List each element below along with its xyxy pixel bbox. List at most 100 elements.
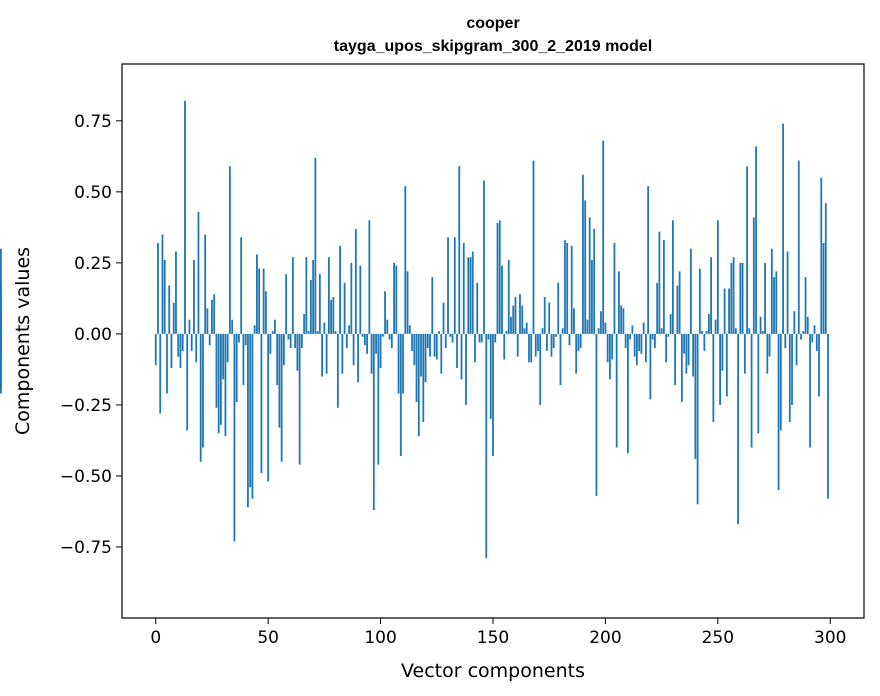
bar-263 [746,166,748,334]
bar-49 [265,291,267,334]
bar-87 [350,262,353,334]
bar-229 [669,314,672,334]
bar-82 [339,245,341,334]
bar-175 [548,302,551,334]
bar-63 [296,333,299,371]
bar-41 [247,333,249,508]
bar-149 [489,333,492,420]
bar-212 [631,325,634,334]
bar-24 [208,333,211,346]
bar-73 [318,274,321,334]
bar-185 [570,245,573,334]
y-tick-label: −0.25 [60,396,112,416]
bar-151 [494,333,497,343]
bar-227 [665,333,668,363]
bar-258 [734,328,737,334]
bar-36 [235,333,238,403]
y-tick-label: −0.50 [60,467,112,487]
bar-93 [363,333,366,346]
bar-198 [600,311,602,334]
bar-46 [258,268,261,334]
bar-134 [456,333,458,368]
bar-series [0,100,829,559]
bar-273 [768,333,771,357]
bar-undefined [0,333,2,388]
bar-184 [568,333,571,346]
bar-109 [399,333,402,457]
bar-143 [476,282,479,334]
bar-280 [784,333,787,349]
bar-235 [683,333,686,354]
bar-5 [166,333,168,394]
bar-75 [323,322,326,334]
bar-206 [618,271,620,334]
bar-58 [285,274,288,334]
bar-254 [725,333,728,397]
bar-39 [242,333,245,386]
bar-225 [660,328,663,334]
bar-128 [442,302,445,334]
bar-90 [357,333,359,383]
bar-262 [743,333,746,374]
bar-97 [372,333,375,511]
bar-226 [662,240,665,334]
plot-area-frame [121,63,865,619]
bar-232 [676,285,679,334]
bar-243 [701,331,704,334]
bar-261 [741,262,744,334]
bar-166 [528,333,530,363]
bar-270 [761,331,764,334]
y-tick-label: −0.75 [60,538,112,558]
bar-178 [555,333,557,337]
bar-285 [795,333,798,366]
bar-26 [213,294,216,334]
bar-130 [447,237,449,334]
bar-218 [645,333,647,363]
bar-119 [422,333,425,422]
bar-167 [530,333,533,363]
bar-236 [685,333,688,374]
bar-200 [604,322,607,334]
bar-292 [811,333,814,343]
bar-4 [163,260,166,334]
bar-113 [408,325,411,334]
bar-85 [345,333,348,349]
bar-194 [591,260,593,334]
y-tick-label: 0.00 [74,325,112,345]
bar-284 [793,311,796,334]
x-tick-label: 100 [364,628,396,648]
bar-43 [251,333,254,499]
bar-279 [782,123,784,334]
bar-19 [197,211,200,334]
bar-103 [386,319,389,334]
bar-252 [721,333,724,371]
bar-247 [710,257,712,334]
bar-253 [723,288,726,334]
bar-61 [291,257,294,334]
bar-250 [716,220,719,334]
bar-181 [561,328,564,334]
bar-208 [622,308,625,334]
bar-84 [343,282,346,334]
x-axis-label: Vector components [401,660,585,682]
bar-3 [161,234,164,334]
bar-216 [640,333,643,354]
bar-188 [577,333,580,351]
bar-286 [797,160,800,334]
bar-288 [802,331,805,334]
bar-157 [507,260,510,334]
bar-133 [453,237,456,334]
bar-71 [314,157,317,334]
bar-298 [824,203,827,334]
bar-76 [325,333,328,374]
bar-undefined [0,319,2,334]
bar-259 [737,333,739,525]
bar-69 [309,279,312,334]
bar-42 [249,333,252,488]
bar-144 [478,333,481,343]
bar-147 [485,333,488,559]
bar-294 [815,333,818,351]
x-tick-label: 150 [477,628,509,648]
bar-171 [539,333,542,405]
bar-121 [426,333,429,349]
